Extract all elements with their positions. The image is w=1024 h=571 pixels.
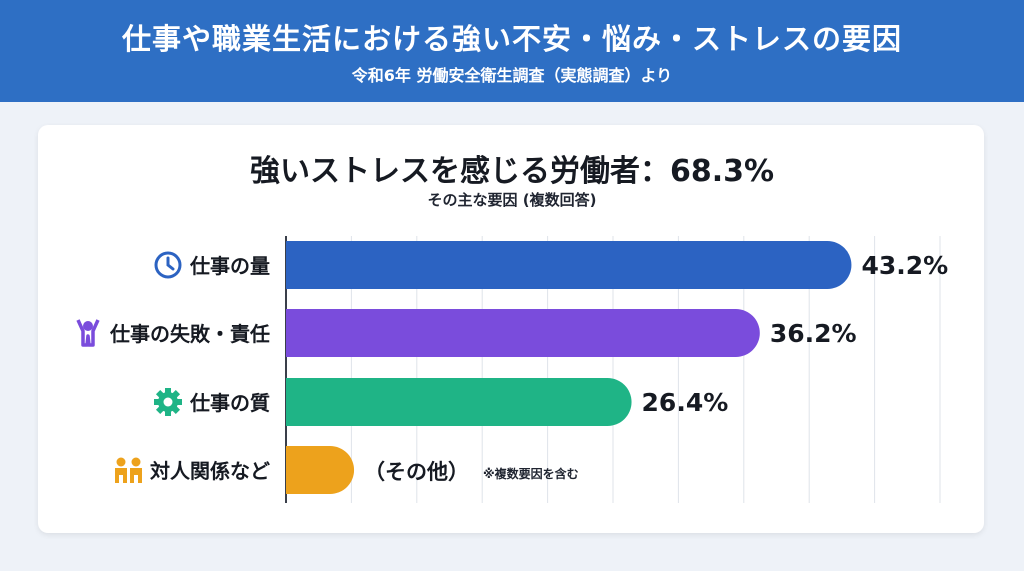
chart-title: 強いストレスを感じる労働者：68.3%: [249, 154, 775, 189]
clock-hands: [166, 256, 175, 271]
footnote: ※複数要因を含む: [483, 467, 579, 481]
category-label-4: 対人関係など: [149, 459, 270, 483]
gear-hole: [163, 397, 173, 407]
people-body-left: [115, 468, 127, 483]
gear-tooth: [165, 388, 171, 394]
stress-person-body: [76, 319, 100, 347]
value-label-1: 43.2%: [861, 251, 948, 280]
people-body-right: [130, 468, 142, 483]
people-icon: [116, 457, 126, 467]
gear-tooth: [165, 410, 171, 416]
value-label-4: （その他）: [364, 460, 469, 484]
stress-person-icon: [83, 321, 93, 331]
bar-4: [286, 446, 355, 494]
bar-1: [286, 241, 852, 289]
bar-2: [286, 309, 760, 357]
clock-icon: [154, 251, 182, 279]
header-banner: 仕事や職業生活における強い不安・悩み・ストレスの要因 令和6年 労働安全衛生調査…: [0, 0, 1024, 102]
value-label-3: 26.4%: [642, 388, 729, 417]
chart-subtitle: その主な要因 (複数回答): [427, 191, 597, 209]
value-label-2: 36.2%: [770, 319, 857, 348]
bar-3: [286, 378, 632, 426]
page-title: 仕事や職業生活における強い不安・悩み・ストレスの要因: [121, 22, 902, 56]
page-subtitle: 令和6年 労働安全衛生調査（実態調査）より: [351, 66, 673, 85]
category-label-2: 仕事の失敗・責任: [109, 322, 270, 346]
category-label-1: 仕事の量: [189, 254, 270, 278]
category-label-3: 仕事の質: [189, 391, 270, 415]
people-head-right: [131, 457, 141, 467]
